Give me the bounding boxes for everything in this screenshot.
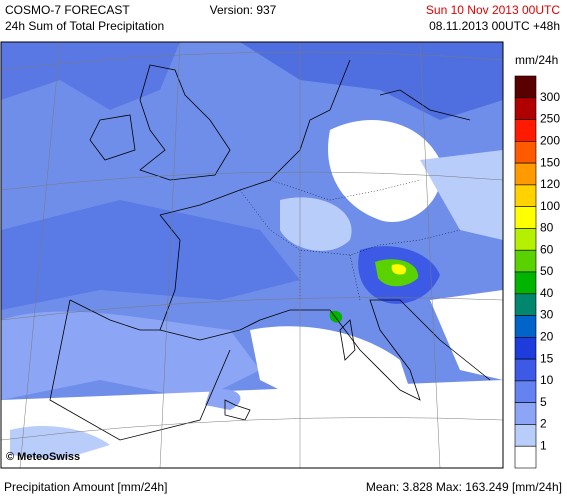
title: COSMO-7 FORECAST	[5, 3, 130, 17]
legend-swatch	[514, 293, 537, 316]
legend-swatch	[514, 380, 537, 403]
legend-swatch	[514, 206, 537, 229]
legend-swatch	[514, 315, 537, 338]
legend-swatch	[514, 424, 537, 447]
legend-label: 120	[540, 177, 560, 191]
legend-swatch	[514, 402, 537, 425]
legend-swatch	[514, 119, 537, 142]
run-time: 08.11.2013 00UTC +48h	[429, 19, 560, 33]
legend-label: 60	[540, 242, 554, 256]
legend-label: 250	[540, 112, 560, 126]
valid-time: Sun 10 Nov 2013 00UTC	[426, 3, 560, 17]
legend-swatch	[514, 249, 537, 273]
footer-left: Precipitation Amount [mm/24h]	[4, 480, 167, 494]
legend-label: 20	[540, 330, 554, 344]
legend-swatch	[514, 228, 537, 251]
legend-label: 10	[540, 373, 554, 387]
legend-label: 200	[540, 134, 560, 148]
legend-label: 150	[540, 155, 560, 169]
legend-label: 300	[540, 90, 560, 104]
copyright: © MeteoSwiss	[6, 451, 80, 463]
legend-label: 15	[540, 351, 554, 365]
legend-swatch	[514, 337, 537, 360]
legend-label: 80	[540, 221, 554, 235]
legend-label: 100	[540, 199, 560, 213]
legend-label: 1	[540, 438, 547, 452]
legend-swatch	[514, 162, 537, 186]
legend-swatch	[514, 184, 537, 207]
footer-right: Mean: 3.828 Max: 163.249 [mm/24h]	[366, 480, 562, 494]
legend-unit: mm/24h	[515, 53, 558, 67]
legend-swatch	[514, 445, 537, 469]
legend-label: 2	[540, 417, 547, 431]
legend-label: 5	[540, 395, 547, 409]
legend-swatch	[514, 358, 537, 382]
legend: 300 250 200 150 120 100 80 60 50 40 30 20 15 10 5 2 1	[514, 75, 560, 469]
legend-swatch	[514, 141, 537, 164]
legend-label: 30	[540, 308, 554, 322]
version: Version: 937	[210, 3, 277, 17]
legend-swatch	[514, 75, 537, 99]
legend-swatch	[514, 97, 537, 120]
legend-label: 50	[540, 264, 554, 278]
legend-swatch	[514, 271, 537, 295]
legend-label: 40	[540, 286, 554, 300]
subtitle: 24h Sum of Total Precipitation	[5, 19, 164, 33]
map: © MeteoSwiss	[0, 41, 504, 469]
